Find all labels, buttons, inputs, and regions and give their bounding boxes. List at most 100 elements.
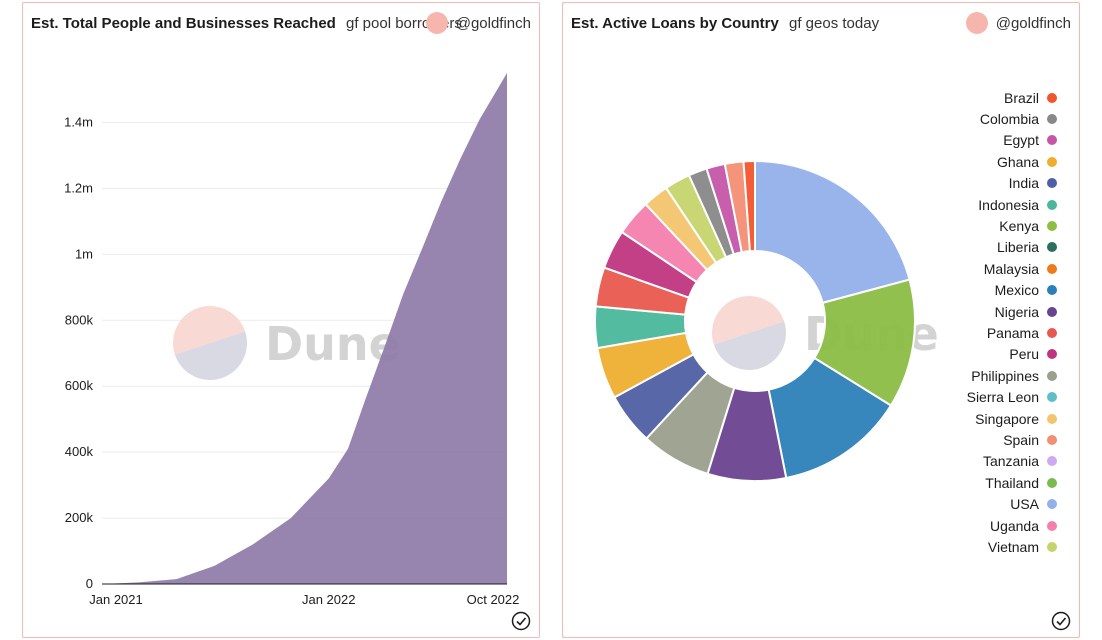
chart-title: Est. Total People and Businesses Reached — [31, 15, 336, 32]
legend-label: Brazil — [1003, 89, 1039, 106]
legend-swatch — [1047, 499, 1057, 510]
donut-slice-usa[interactable]: USA — [754, 159, 911, 305]
watermark-logo-bottom — [174, 331, 247, 380]
legend-item[interactable]: Mexico — [995, 280, 1057, 301]
legend-label: Tanzania — [982, 453, 1039, 470]
x-tick-label: Oct 2022 — [467, 592, 520, 607]
legend-swatch — [1047, 263, 1057, 274]
legend-swatch — [1047, 434, 1057, 445]
avatar — [965, 12, 988, 34]
legend-swatch — [1047, 327, 1057, 338]
legend-item[interactable]: Philippines — [971, 365, 1057, 386]
legend-swatch — [1047, 135, 1057, 146]
legend-swatch — [1047, 178, 1057, 189]
area-series[interactable] — [102, 73, 507, 584]
legend-label: Ghana — [996, 153, 1039, 170]
legend-label: India — [1008, 175, 1039, 192]
legend-label: Malaysia — [983, 260, 1039, 277]
y-tick-label: 1m — [75, 246, 93, 261]
avatar — [425, 12, 448, 34]
author-link[interactable]: @goldfinch — [425, 12, 531, 34]
legend-label: Egypt — [1003, 132, 1039, 149]
check-circle-icon[interactable] — [1051, 611, 1071, 631]
legend-item[interactable]: Tanzania — [983, 451, 1057, 472]
legend-item[interactable]: Ghana — [997, 151, 1057, 172]
y-tick-label: 600k — [65, 378, 94, 393]
legend-label: Philippines — [971, 367, 1039, 384]
legend-label: Spain — [1003, 431, 1039, 448]
legend-swatch — [1047, 221, 1057, 232]
legend-label: Nigeria — [994, 303, 1039, 320]
legend-item[interactable]: USA — [1010, 493, 1057, 514]
x-tick-label: Jan 2021 — [89, 592, 143, 607]
donut-slice-brazil[interactable]: Brazil — [742, 159, 756, 253]
legend-label: USA — [1010, 496, 1039, 513]
area-chart: 0 200k 400k 600k 800k 1m 1.2m 1.4m Dune Jan 2021 J… — [64, 73, 520, 607]
legend-swatch — [1047, 114, 1057, 125]
y-tick-label: 0 — [86, 576, 93, 591]
watermark-text: Dune — [265, 317, 400, 371]
legend-swatch — [1047, 199, 1057, 210]
legend-swatch — [1047, 541, 1057, 552]
legend-label: Indonesia — [978, 196, 1039, 213]
legend-label: Singapore — [975, 410, 1039, 427]
legend-label: Mexico — [994, 282, 1039, 299]
legend-item[interactable]: Malaysia — [984, 258, 1057, 279]
y-tick-label: 1.4m — [64, 114, 93, 129]
legend-swatch — [1047, 156, 1057, 167]
dune-watermark: Dune — [173, 306, 400, 380]
legend-swatch — [1047, 413, 1057, 424]
legend-item[interactable]: Brazil — [1004, 87, 1057, 108]
legend-swatch — [1047, 520, 1057, 531]
y-tick-label: 800k — [65, 312, 94, 327]
legend-item[interactable]: Spain — [1003, 429, 1057, 450]
legend-swatch — [1047, 349, 1057, 360]
legend-label: Thailand — [985, 474, 1039, 491]
legend-label: Liberia — [996, 239, 1039, 256]
legend-item[interactable]: Colombia — [980, 108, 1057, 129]
legend-item[interactable]: Thailand — [985, 472, 1057, 493]
legend-swatch — [1047, 306, 1057, 317]
legend-label: Kenya — [999, 218, 1039, 235]
area-chart-panel: Est. Total People and Businesses Reached… — [22, 2, 540, 638]
legend-label: Vietnam — [987, 538, 1039, 555]
y-tick-label: 200k — [65, 510, 94, 525]
legend-item[interactable]: Nigeria — [995, 301, 1057, 322]
author-name: @goldfinch — [455, 14, 531, 32]
x-tick-label: Jan 2022 — [302, 592, 356, 607]
chart-legend: Brazil Colombia Egypt Ghana India Indonesia Ke… — [967, 87, 1057, 558]
donut-chart: DuneUSAKenyaMexicoNigeriaPhilippinesIndi… — [594, 159, 939, 482]
legend-label: Sierra Leon — [966, 389, 1039, 406]
legend-swatch — [1047, 392, 1057, 403]
y-tick-label: 400k — [65, 444, 94, 459]
legend-label: Panama — [986, 324, 1039, 341]
legend-item[interactable]: Egypt — [1003, 130, 1057, 151]
legend-item[interactable]: Indonesia — [978, 194, 1057, 215]
legend-item[interactable]: Panama — [987, 322, 1057, 343]
chart-title: Est. Active Loans by Country — [571, 15, 779, 32]
legend-item[interactable]: Liberia — [997, 237, 1057, 258]
legend-label: Colombia — [979, 111, 1039, 128]
watermark-logo-top — [712, 296, 785, 345]
donut-chart-panel: Est. Active Loans by Country gf geos tod… — [562, 2, 1080, 638]
legend-item[interactable]: Vietnam — [988, 536, 1057, 557]
legend-item[interactable]: Peru — [1009, 344, 1057, 365]
legend-item[interactable]: India — [1009, 173, 1057, 194]
legend-swatch — [1047, 456, 1057, 467]
author-name: @goldfinch — [995, 14, 1071, 32]
legend-item[interactable]: Uganda — [990, 515, 1057, 536]
author-link[interactable]: @goldfinch — [965, 12, 1071, 34]
legend-swatch — [1047, 92, 1057, 103]
legend-item[interactable]: Singapore — [975, 408, 1057, 429]
watermark-logo-bottom — [713, 321, 786, 370]
chart-subtitle: gf geos today — [789, 15, 880, 32]
watermark-logo-top — [173, 306, 246, 355]
legend-swatch — [1047, 242, 1057, 253]
y-tick-label: 1.2m — [64, 180, 93, 195]
legend-label: Uganda — [989, 517, 1039, 534]
legend-item[interactable]: Kenya — [999, 215, 1057, 236]
chart-title-row: Est. Active Loans by Country gf geos tod… — [571, 13, 1071, 35]
legend-item[interactable]: Sierra Leon — [967, 386, 1057, 407]
check-circle-icon[interactable] — [511, 611, 531, 631]
legend-swatch — [1047, 285, 1057, 296]
